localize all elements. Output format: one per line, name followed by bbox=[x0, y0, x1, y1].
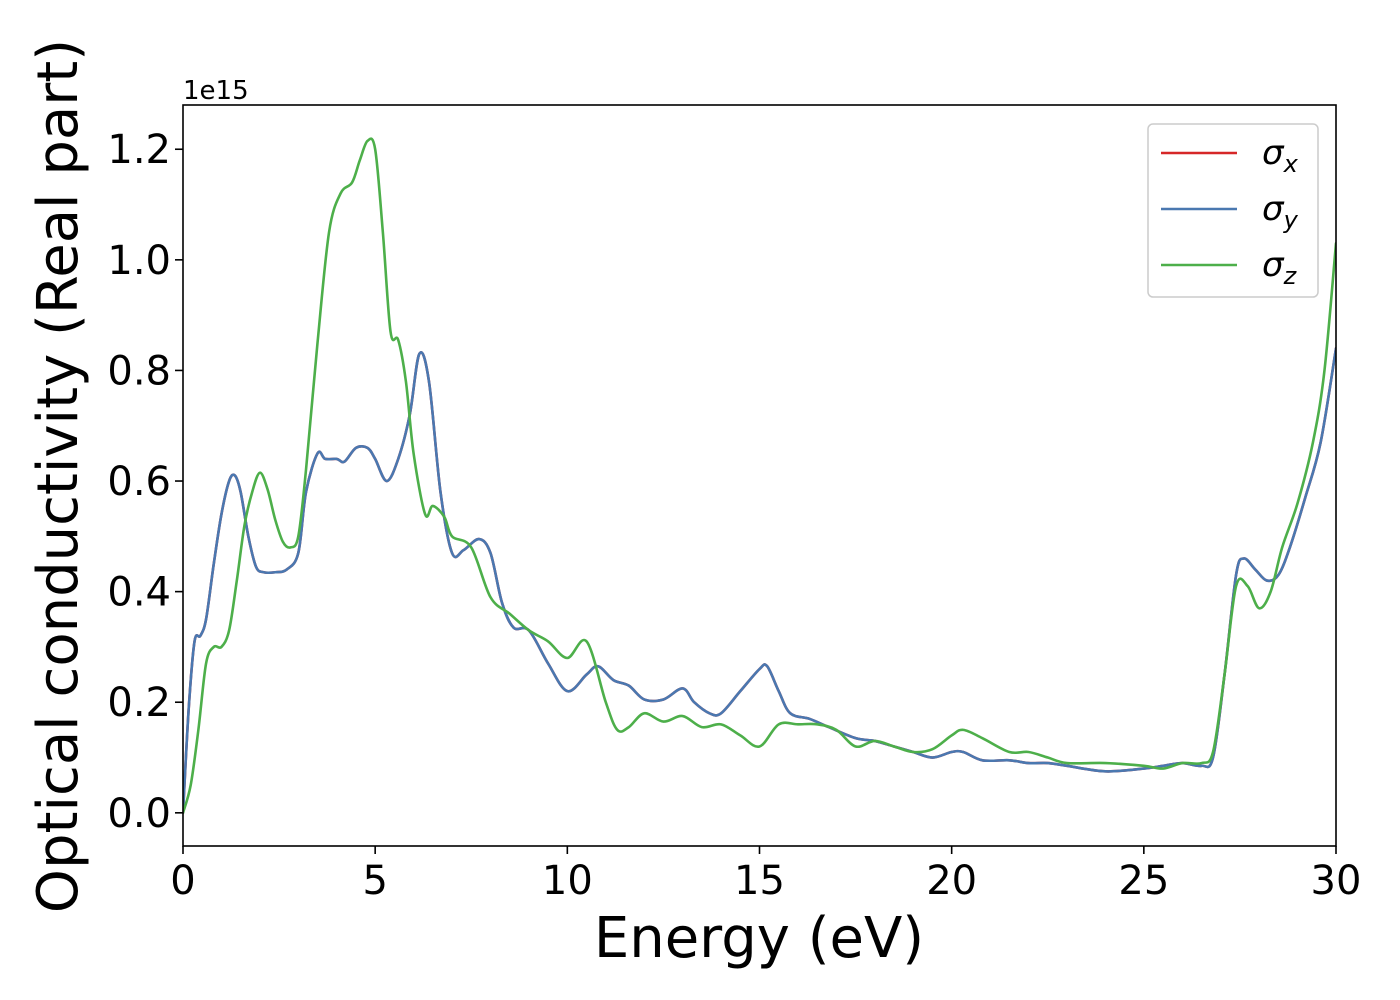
x-tick-label: 15 bbox=[734, 858, 785, 904]
x-tick-label: 0 bbox=[170, 858, 195, 904]
series-line-z bbox=[183, 137, 1336, 815]
x-tick-label: 10 bbox=[542, 858, 593, 904]
series-line-y bbox=[183, 347, 1336, 815]
legend-label-x: σx bbox=[1262, 133, 1299, 178]
x-tick-label: 30 bbox=[1311, 858, 1362, 904]
y-axis: 0.0 0.2 0.4 0.6 0.8 1.0 1.2 bbox=[107, 127, 183, 837]
y-tick-label: 0.4 bbox=[107, 570, 171, 616]
x-tick-label: 20 bbox=[926, 858, 977, 904]
x-axis: 0 5 10 15 20 25 30 bbox=[170, 846, 1361, 904]
y-tick-label: 0.6 bbox=[107, 459, 171, 505]
x-tick-label: 5 bbox=[362, 858, 387, 904]
legend: σx σy σz bbox=[1147, 123, 1319, 298]
series-line-x bbox=[183, 347, 1336, 815]
y-tick-label: 1.2 bbox=[107, 127, 171, 173]
y-tick-label: 0.0 bbox=[107, 791, 171, 837]
legend-frame bbox=[1147, 123, 1319, 298]
x-tick-label: 25 bbox=[1118, 858, 1169, 904]
y-tick-label: 1.0 bbox=[107, 238, 171, 284]
y-offset-label: 1e15 bbox=[183, 76, 249, 106]
y-tick-label: 0.8 bbox=[107, 348, 171, 394]
series-layer bbox=[183, 137, 1336, 815]
legend-label-y: σy bbox=[1262, 189, 1299, 234]
x-axis-title: Energy (eV) bbox=[594, 906, 924, 971]
y-axis-title: Optical conductivity (Real part) bbox=[26, 39, 91, 913]
legend-label-z: σz bbox=[1262, 245, 1298, 290]
y-tick-label: 0.2 bbox=[107, 680, 171, 726]
